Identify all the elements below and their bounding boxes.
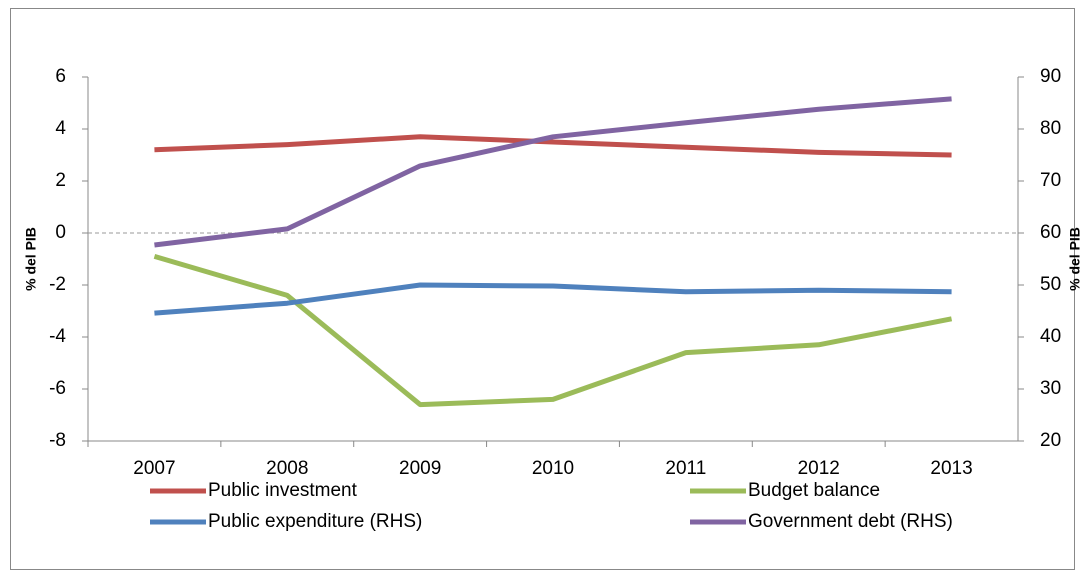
y-tick-label: -8	[49, 430, 66, 451]
x-tick-label: 2012	[798, 458, 840, 479]
y-axis-title: % del PIB	[23, 227, 39, 291]
y2-tick-label: 80	[1040, 118, 1061, 139]
x-tick-label: 2009	[399, 458, 441, 479]
y2-tick-label: 40	[1040, 326, 1061, 347]
y2-tick-label: 30	[1040, 378, 1061, 399]
y-tick-label: -4	[49, 326, 66, 347]
y2-tick-label: 70	[1040, 170, 1061, 191]
x-tick-label: 2013	[930, 458, 972, 479]
series-line	[154, 134, 952, 158]
legend-label: Public investment	[208, 480, 358, 501]
y-tick-label: 6	[55, 66, 66, 87]
series-line	[153, 254, 953, 408]
y-tick-label: -2	[49, 274, 66, 295]
x-tick-label: 2007	[133, 458, 175, 479]
series-line	[154, 96, 952, 248]
y2-tick-label: 60	[1040, 222, 1061, 243]
x-tick-label: 2011	[665, 458, 706, 479]
y2-tick-label: 20	[1040, 430, 1061, 451]
y-tick-label: 2	[55, 170, 66, 191]
series-line	[154, 282, 952, 316]
legend-label: Budget balance	[748, 480, 880, 501]
y2-axis-title: % del PIB	[1067, 227, 1083, 291]
legend-label: Government debt (RHS)	[748, 511, 953, 532]
x-tick-label: 2008	[266, 458, 308, 479]
y2-tick-label: 50	[1040, 274, 1061, 295]
y-tick-label: -6	[49, 378, 66, 399]
y-tick-label: 4	[55, 118, 66, 139]
x-tick-label: 2010	[532, 458, 574, 479]
y2-tick-label: 90	[1040, 66, 1061, 87]
legend-label: Public expenditure (RHS)	[208, 511, 422, 532]
y-tick-label: 0	[55, 222, 66, 243]
